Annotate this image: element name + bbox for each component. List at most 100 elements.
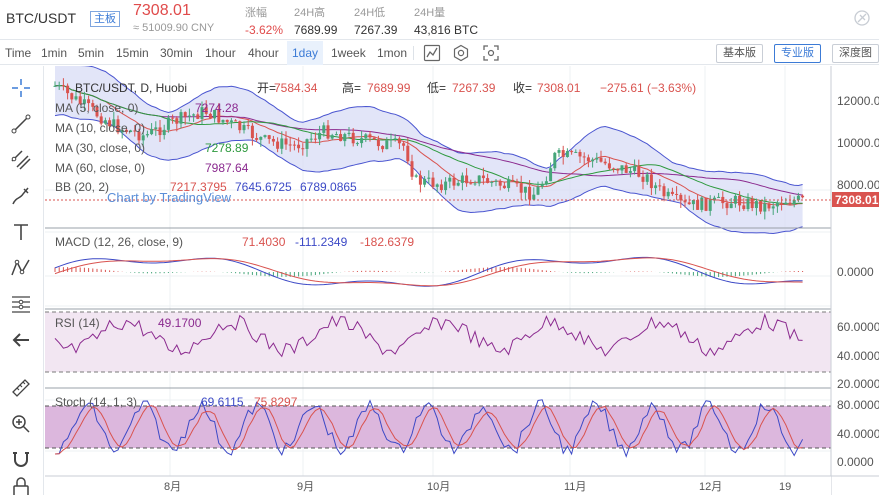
candle-body bbox=[145, 134, 149, 136]
macd-value-3: -182.6379 bbox=[360, 235, 414, 249]
stat-label: 24H低 bbox=[354, 7, 386, 19]
text-icon[interactable] bbox=[10, 221, 32, 243]
price-tag-box bbox=[832, 192, 879, 207]
candle-body bbox=[490, 181, 494, 183]
candle-body bbox=[444, 181, 448, 191]
candle-body bbox=[108, 120, 112, 127]
candle-body bbox=[616, 168, 620, 171]
lock-icon[interactable] bbox=[10, 476, 32, 495]
candle-body bbox=[406, 145, 410, 162]
candle-body bbox=[82, 99, 86, 104]
pin-icon[interactable] bbox=[853, 9, 871, 27]
stoch-axis-label: 40.0000 bbox=[837, 427, 879, 441]
candle-body bbox=[708, 199, 712, 211]
time-axis-label: 11月 bbox=[564, 481, 586, 493]
candle-body bbox=[87, 99, 91, 104]
stat-value: -3.62% bbox=[245, 23, 284, 37]
candle-body bbox=[439, 184, 443, 191]
candle-body bbox=[103, 120, 107, 124]
back-arrow-icon[interactable] bbox=[10, 329, 32, 351]
high-label: 高= bbox=[342, 80, 361, 95]
symbol-title: BTC/USDT, D, Huobi bbox=[75, 81, 187, 95]
timeframe-time[interactable]: Time bbox=[5, 46, 32, 60]
zoom-in-icon[interactable] bbox=[10, 413, 32, 435]
candle-body bbox=[288, 144, 292, 146]
last-price: 7308.01 bbox=[133, 2, 191, 19]
candle-body bbox=[192, 114, 196, 116]
indicator-icon[interactable] bbox=[423, 44, 441, 62]
candle-body bbox=[494, 180, 498, 182]
timeframe-1min[interactable]: 1min bbox=[41, 46, 68, 60]
candle-body bbox=[796, 195, 800, 201]
candle-body bbox=[582, 156, 586, 158]
timeframe-30min[interactable]: 30min bbox=[160, 46, 193, 60]
time-axis-panel bbox=[45, 476, 831, 495]
stat-value: 43,816 BTC bbox=[414, 23, 479, 37]
candle-body bbox=[410, 161, 414, 177]
time-axis: 8月 9月 10月 11月 12月 19 bbox=[164, 481, 791, 493]
timeframe-5min[interactable]: 5min bbox=[78, 46, 105, 60]
chart-area[interactable]: 12000.00 10000.00 8000.00 7308.01 0.0000… bbox=[45, 66, 879, 495]
settings-icon[interactable] bbox=[452, 44, 470, 62]
timeframe-1day[interactable]: 1day bbox=[287, 41, 324, 65]
timeframe-15min[interactable]: 15min bbox=[116, 46, 149, 60]
stat-value: 7689.99 bbox=[294, 23, 338, 37]
timeframe-4hour[interactable]: 4hour bbox=[248, 46, 279, 60]
ruler-icon[interactable] bbox=[10, 377, 32, 399]
stat-label: 24H量 bbox=[414, 7, 446, 19]
view-depth-button[interactable]: 深度图 bbox=[832, 44, 879, 63]
candle-body bbox=[649, 174, 653, 189]
macd-label: MACD (12, 26, close, 9) bbox=[55, 235, 183, 249]
candle-body bbox=[334, 134, 338, 136]
pattern-icon[interactable] bbox=[10, 257, 32, 279]
stat-label: 涨幅 bbox=[245, 7, 267, 19]
candle-body bbox=[196, 114, 200, 119]
trend-line-icon[interactable] bbox=[10, 113, 32, 135]
candle-body bbox=[460, 175, 464, 183]
candle-body bbox=[141, 135, 145, 141]
rsi-axis-label: 40.0000 bbox=[837, 349, 879, 363]
fullscreen-icon[interactable] bbox=[482, 44, 500, 62]
candle-body bbox=[183, 112, 187, 117]
candle-body bbox=[61, 85, 65, 87]
candle-body bbox=[360, 138, 364, 144]
close-label: 收= bbox=[513, 81, 532, 95]
price-axis-label: 10000.00 bbox=[837, 136, 879, 150]
price-axis-label: 8000.00 bbox=[837, 178, 879, 192]
candle-body bbox=[712, 197, 716, 200]
timeframe-1mon[interactable]: 1mon bbox=[377, 46, 408, 60]
stoch-axis-label: 0.0000 bbox=[837, 455, 874, 469]
candle-body bbox=[771, 206, 775, 209]
stoch-value-1: 69.6115 bbox=[201, 395, 244, 409]
candle-body bbox=[435, 184, 439, 187]
candle-body bbox=[637, 165, 641, 177]
candle-body bbox=[389, 139, 393, 141]
pair-name[interactable]: BTC/USDT bbox=[6, 10, 76, 26]
candle-body bbox=[763, 203, 767, 212]
candle-body bbox=[297, 144, 301, 149]
low-label: 低= bbox=[427, 81, 446, 95]
candle-body bbox=[368, 134, 372, 138]
candle-body bbox=[696, 200, 700, 210]
candle-body bbox=[70, 93, 74, 100]
stoch-d-line bbox=[54, 405, 803, 455]
timeframe-1hour[interactable]: 1hour bbox=[205, 46, 236, 60]
candle-body bbox=[250, 125, 254, 139]
candle-body bbox=[364, 134, 368, 139]
bb-upper-value: 7645.6725 bbox=[235, 180, 292, 194]
stat-value: 7267.39 bbox=[354, 23, 398, 37]
candle-body bbox=[603, 161, 607, 164]
timeframe-1week[interactable]: 1week bbox=[331, 46, 366, 60]
crosshair-icon[interactable] bbox=[10, 77, 32, 99]
candle-body bbox=[162, 129, 166, 136]
fib-icon[interactable] bbox=[10, 293, 32, 315]
brush-icon[interactable] bbox=[10, 185, 32, 207]
candle-body bbox=[519, 183, 523, 193]
view-pro-button[interactable]: 专业版 bbox=[774, 44, 821, 63]
view-basic-button[interactable]: 基本版 bbox=[716, 44, 763, 63]
candle-body bbox=[259, 136, 263, 140]
magnet-icon[interactable] bbox=[10, 449, 32, 471]
parallel-lines-icon[interactable] bbox=[10, 149, 32, 171]
candle-body bbox=[628, 171, 632, 173]
